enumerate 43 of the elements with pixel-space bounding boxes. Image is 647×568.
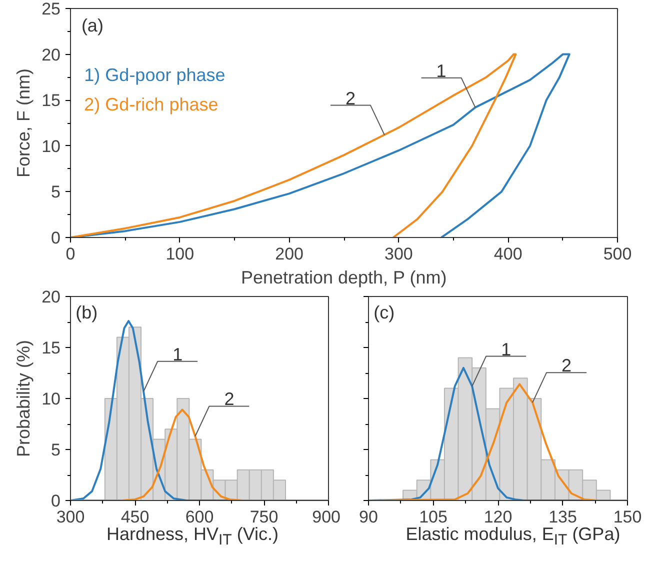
x-axis-title: Penetration depth, P (nm) (240, 268, 447, 288)
y-tick-label: 5 (51, 440, 61, 460)
y-tick-label: 0 (51, 492, 61, 510)
y-axis-title: Force, F (nm) (14, 68, 34, 178)
annotation: 2 (562, 356, 572, 376)
x-tick-label: 200 (275, 244, 304, 264)
y-tick-label: 15 (42, 338, 61, 358)
annotation: 1 (436, 60, 446, 81)
y-axis-title: Probability (%) (14, 340, 34, 458)
x-tick-label: 105 (419, 508, 448, 526)
x-tick-label: 450 (120, 508, 150, 526)
annotation: (c) (374, 302, 395, 323)
annotation: 2 (345, 88, 356, 108)
x-tick-label: 750 (250, 508, 278, 526)
y-tick-label: 5 (51, 182, 61, 202)
x-tick-label: 100 (166, 244, 194, 264)
y-tick-label: 0 (51, 228, 61, 248)
annotation: 1 (501, 339, 512, 360)
x-tick-label: 300 (384, 244, 413, 264)
text: 2) Gd-rich phase (84, 94, 218, 115)
y-tick-label: 15 (42, 91, 61, 110)
x-tick-label: 90 (359, 508, 378, 526)
annotation: 1 (172, 344, 183, 364)
x-axis-title: Elastic modulus, E$_{IT}$ (GPa) (406, 524, 620, 549)
annotation: (b) (76, 302, 98, 323)
y-tick-label: 10 (42, 136, 61, 156)
annotation: 2 (224, 389, 234, 410)
text: 1) Gd-poor phase (84, 64, 226, 85)
y-tick-label: 20 (42, 45, 61, 64)
y-tick-label: 25 (42, 0, 61, 18)
x-axis-title: Hardness, HV$_{IT}$ (Vic.) (106, 524, 279, 549)
x-tick-label: 900 (312, 508, 341, 526)
annotation: (a) (81, 15, 104, 36)
x-tick-label: 0 (66, 244, 76, 264)
x-tick-label: 120 (484, 508, 512, 526)
x-tick-label: 135 (548, 508, 577, 526)
x-tick-label: 400 (494, 244, 522, 264)
y-tick-label: 10 (42, 390, 61, 408)
x-tick-label: 150 (613, 508, 642, 526)
x-tick-label: 600 (185, 508, 214, 526)
x-tick-label: 300 (56, 508, 85, 526)
y-tick-label: 20 (42, 288, 61, 306)
x-tick-label: 500 (603, 244, 632, 264)
